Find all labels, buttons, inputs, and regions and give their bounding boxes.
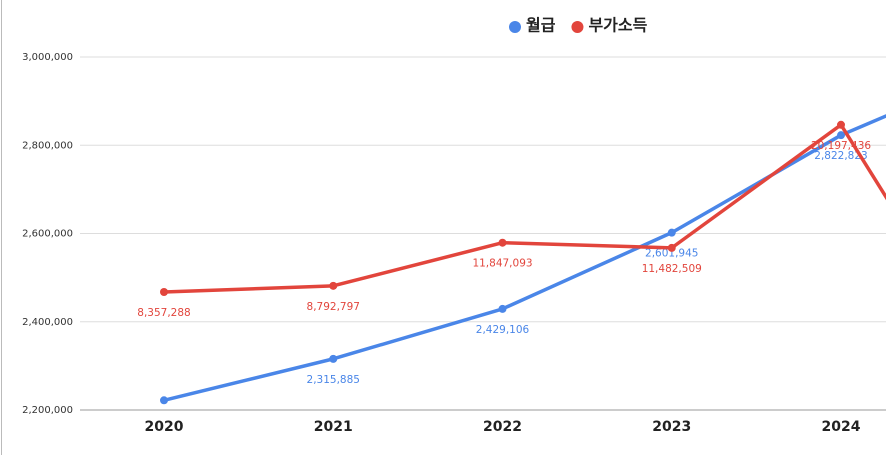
x-tick-label: 2024 bbox=[822, 419, 861, 435]
data-label: 8,357,288 bbox=[137, 307, 190, 319]
x-tick-label: 2022 bbox=[483, 419, 522, 435]
x-tick-label: 2023 bbox=[652, 419, 691, 435]
point bbox=[498, 238, 507, 247]
data-label: 8,792,797 bbox=[307, 301, 360, 313]
series-line bbox=[163, 123, 886, 294]
data-label: 11,482,509 bbox=[642, 263, 702, 275]
data-label: 2,822,823 bbox=[814, 150, 867, 162]
y-tick-label: 2,200,000 bbox=[22, 405, 73, 416]
x-tick-label: 2021 bbox=[314, 419, 353, 435]
data-label: 2,429,106 bbox=[476, 324, 530, 336]
data-label: 20,197,436 bbox=[811, 140, 871, 152]
y-tick-label: 2,800,000 bbox=[22, 140, 73, 151]
y-tick-label: 2,400,000 bbox=[22, 317, 73, 328]
point bbox=[160, 396, 168, 405]
point bbox=[329, 354, 338, 363]
point bbox=[160, 287, 168, 296]
y-tick-label: 2,600,000 bbox=[22, 229, 73, 240]
legend-label: 월급 bbox=[526, 16, 556, 35]
y-tick-label: 3,000,000 bbox=[22, 52, 73, 63]
point bbox=[329, 281, 338, 290]
x-tick-label: 2020 bbox=[145, 419, 184, 435]
data-label: 11,847,093 bbox=[472, 258, 532, 270]
point bbox=[667, 243, 676, 252]
data-label: 2,315,885 bbox=[307, 374, 360, 386]
legend-label: 부가소득 bbox=[588, 16, 647, 35]
point bbox=[837, 131, 845, 140]
legend-marker bbox=[509, 21, 521, 33]
data-label: 2,601,945 bbox=[645, 248, 698, 260]
series-line bbox=[163, 114, 886, 402]
point bbox=[498, 304, 507, 313]
point bbox=[837, 120, 845, 129]
point bbox=[667, 228, 676, 237]
legend-marker bbox=[571, 21, 584, 33]
